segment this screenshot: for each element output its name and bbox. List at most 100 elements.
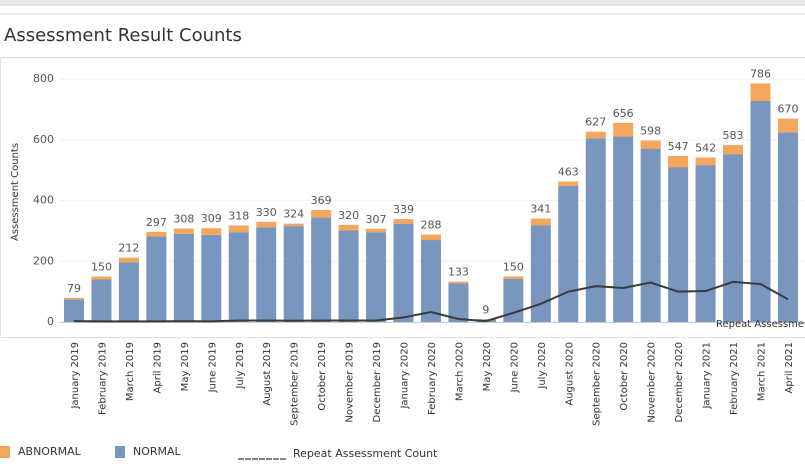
total-label: 9	[482, 303, 489, 316]
x-tick-label: May 2020	[482, 342, 493, 391]
bar-segment	[420, 240, 441, 322]
x-tick-label: September 2019	[290, 342, 301, 426]
bar-segment	[613, 122, 634, 137]
bar-segment	[448, 281, 469, 284]
bar-segment	[64, 299, 84, 322]
y-tick-label: 200	[33, 254, 54, 267]
y-tick-label: 400	[33, 194, 54, 207]
bar-segment	[668, 167, 689, 322]
x-tick-label: February 2021	[729, 342, 740, 415]
y-axis-label: Assessment Counts	[10, 143, 21, 241]
total-label: 318	[228, 209, 249, 222]
x-tick-label: March 2019	[125, 342, 136, 401]
plot-frame	[0, 57, 805, 338]
bar-segment	[530, 225, 551, 322]
total-label: 670	[777, 103, 798, 116]
total-label: 656	[613, 107, 634, 120]
bar-segment	[668, 155, 689, 168]
bar-segment	[420, 234, 441, 241]
bar-segment	[640, 148, 661, 322]
total-label: 547	[668, 140, 689, 153]
legend-label: Repeat Assessment Count	[293, 447, 438, 460]
x-tick-label: December 2020	[674, 342, 685, 422]
bar-segment	[256, 227, 277, 322]
bar-segment	[723, 154, 744, 322]
total-label: 79	[67, 282, 81, 295]
line-series	[73, 280, 789, 323]
y-tick-label: 0	[47, 315, 54, 328]
x-tick-label: February 2020	[427, 342, 438, 415]
total-label: 150	[503, 260, 524, 273]
total-label: 307	[366, 213, 387, 226]
chart-title: Assessment Result Counts	[4, 25, 242, 46]
bar-segment	[338, 224, 359, 231]
legend-swatch	[115, 446, 125, 458]
total-label: 133	[448, 266, 469, 279]
legend-swatch	[0, 446, 10, 458]
bar-segment	[146, 231, 167, 237]
x-tick-label: January 2020	[400, 342, 411, 410]
x-tick-label: December 2019	[372, 342, 383, 422]
bar-segment	[118, 257, 139, 263]
bar-segment	[146, 236, 167, 322]
x-tick-label: October 2020	[619, 342, 630, 411]
y-tick-label: 800	[33, 72, 54, 85]
x-tick-label: September 2020	[592, 342, 603, 426]
x-tick-label: April 2021	[784, 342, 795, 393]
bar-segment	[585, 138, 606, 322]
total-label: 330	[256, 206, 277, 219]
x-tick-label: February 2019	[97, 342, 108, 415]
bar-segment	[228, 232, 249, 322]
bar-segment	[695, 165, 716, 322]
x-tick-label: June 2019	[207, 342, 218, 393]
bar-segment	[723, 145, 744, 155]
bar-segment	[366, 232, 387, 322]
x-tick-label: November 2019	[345, 342, 356, 423]
bar-segment	[173, 228, 194, 234]
bar-segment	[228, 225, 249, 233]
bar-segment	[503, 276, 524, 279]
bar-segment	[201, 228, 222, 235]
bar-segment	[640, 140, 661, 149]
legend-label: ABNORMAL	[18, 445, 82, 458]
bar-segment	[613, 136, 634, 322]
x-tick-label: January 2019	[70, 342, 81, 410]
total-label: 598	[640, 124, 661, 137]
x-tick-label: June 2020	[509, 342, 520, 393]
bar-segment	[311, 209, 332, 218]
bar-segment	[283, 223, 304, 227]
x-tick-label: November 2020	[647, 342, 658, 423]
total-label: 627	[585, 116, 606, 129]
total-label: 150	[91, 260, 112, 273]
x-tick-label: March 2020	[454, 342, 465, 401]
x-tick-label: January 2021	[702, 342, 713, 410]
bar-segment	[750, 101, 771, 323]
bar-segment	[777, 118, 798, 133]
bar-segment	[558, 186, 579, 322]
total-label: 320	[338, 209, 359, 222]
bar-segment	[91, 276, 112, 280]
total-label: 212	[118, 242, 139, 255]
total-label: 463	[558, 165, 579, 178]
bar-segment	[338, 230, 359, 322]
total-label: 369	[311, 194, 332, 207]
total-label: 786	[750, 67, 771, 80]
bar-segment	[695, 157, 716, 166]
bar-segment	[173, 233, 194, 322]
x-tick-label: July 2020	[537, 342, 548, 390]
x-tick-label: July 2019	[235, 342, 246, 390]
bar-segment	[311, 217, 332, 322]
bar-segment	[530, 218, 551, 226]
x-tick-label: August 2020	[564, 342, 575, 406]
bar-segment	[256, 221, 277, 228]
total-label: 339	[393, 203, 414, 216]
bar-segment	[366, 228, 387, 233]
bar-segment	[201, 234, 222, 322]
x-tick-label: October 2019	[317, 342, 328, 411]
bar-segment	[118, 262, 139, 322]
total-label: 297	[146, 216, 167, 229]
y-tick-label: 600	[33, 133, 54, 146]
bar-segment	[393, 223, 414, 322]
x-tick-label: March 2021	[757, 342, 768, 401]
